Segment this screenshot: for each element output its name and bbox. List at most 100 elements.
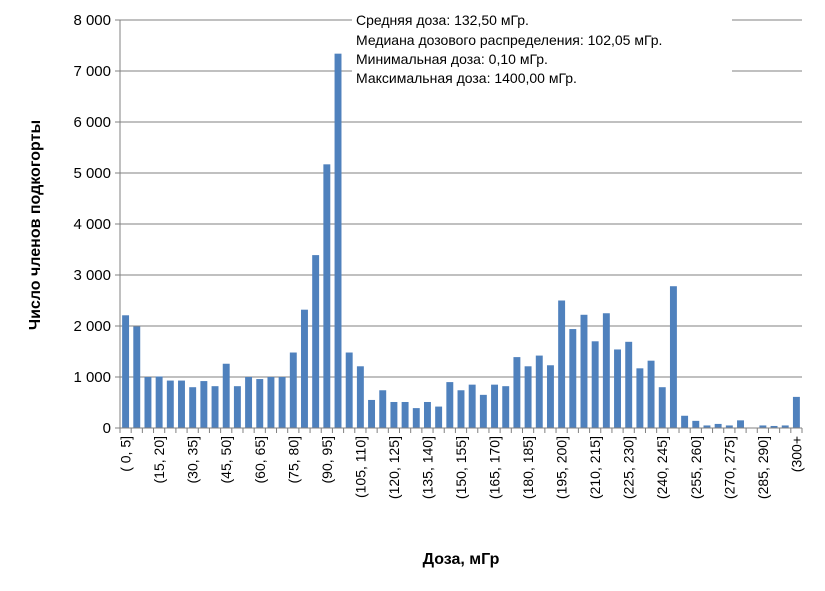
bar xyxy=(792,396,800,428)
bar xyxy=(714,423,722,428)
y-tick-label: 5 000 xyxy=(73,165,111,182)
bar xyxy=(390,401,398,428)
bar xyxy=(133,326,141,428)
bars xyxy=(122,53,800,428)
x-tick-label: ( 0, 5] xyxy=(118,436,134,472)
x-tick-label: (270, 275] xyxy=(721,436,737,499)
x-tick-label: (15, 20] xyxy=(151,436,167,483)
bar xyxy=(614,349,621,428)
bar xyxy=(256,379,264,428)
bar xyxy=(278,377,286,428)
bar xyxy=(591,341,599,428)
bar xyxy=(267,377,275,428)
x-tick-label: (165, 170] xyxy=(487,436,503,499)
y-tick-label: 7 000 xyxy=(73,63,111,80)
bar xyxy=(513,357,521,428)
x-tick-label: (75, 80] xyxy=(285,436,301,483)
bar xyxy=(356,366,364,428)
x-tick-label: (285, 290] xyxy=(755,436,771,499)
bar xyxy=(703,425,711,428)
x-tick-label: (105, 110] xyxy=(352,436,368,498)
bar xyxy=(323,164,331,428)
y-tick-label: 0 xyxy=(103,420,111,437)
bar xyxy=(770,425,778,428)
x-tick-label: (255, 260] xyxy=(688,436,704,499)
y-tick-label: 4 000 xyxy=(73,216,111,233)
bar xyxy=(122,315,130,428)
bar xyxy=(233,386,241,428)
annotation-median: Медиана дозового распределения: 102,05 м… xyxy=(356,32,662,48)
x-tick-label: (120, 125] xyxy=(386,436,402,499)
bar xyxy=(245,377,253,428)
bar xyxy=(625,341,633,428)
bar xyxy=(178,380,185,428)
bar xyxy=(725,425,733,428)
bar xyxy=(558,300,566,428)
x-tick-label: (135, 140] xyxy=(420,436,436,499)
bar xyxy=(479,394,487,428)
bar xyxy=(669,286,677,428)
bar xyxy=(546,365,554,428)
y-tick-label: 2 000 xyxy=(73,318,111,335)
bar xyxy=(166,380,174,428)
x-tick-label: (300+ xyxy=(788,436,804,472)
y-tick-label: 1 000 xyxy=(73,369,111,386)
bar xyxy=(312,255,320,428)
bar xyxy=(681,415,689,428)
x-tick-label: (150, 155] xyxy=(453,436,469,499)
bar xyxy=(435,406,443,428)
bar xyxy=(144,377,152,428)
bar xyxy=(211,386,219,428)
bar xyxy=(155,376,163,428)
bar xyxy=(602,313,610,428)
x-axis-title: Доза, мГр xyxy=(423,551,500,568)
bar xyxy=(334,53,342,428)
x-tick-label: (90, 95] xyxy=(319,436,335,483)
bar xyxy=(491,384,499,428)
y-tick-labels: 0 1 000 2 000 3 000 4 000 5 000 6 000 7 000 8 00… xyxy=(73,12,120,437)
bar xyxy=(658,387,666,428)
y-tick-label: 8 000 xyxy=(73,12,111,29)
bar xyxy=(468,384,476,428)
bar xyxy=(457,390,465,428)
y-tick-label: 6 000 xyxy=(73,114,111,131)
annotation-max: Максимальная доза: 1400,00 мГр. xyxy=(356,70,577,86)
bar xyxy=(379,390,387,428)
bar xyxy=(647,360,655,428)
bar xyxy=(759,425,767,428)
bar xyxy=(412,408,420,428)
x-tick-label: (225, 230] xyxy=(621,436,637,499)
bar xyxy=(524,366,532,428)
bar xyxy=(569,329,577,428)
bar xyxy=(189,387,197,428)
bar xyxy=(368,399,376,428)
bar xyxy=(580,314,588,428)
y-tick-label: 3 000 xyxy=(73,267,111,284)
bar xyxy=(737,420,744,428)
bar xyxy=(222,363,230,428)
x-tick-label: (180, 185] xyxy=(520,436,536,499)
bar xyxy=(502,386,510,428)
bar xyxy=(401,401,409,428)
bar xyxy=(345,352,353,428)
bar xyxy=(200,381,208,428)
bar xyxy=(636,368,644,428)
bar xyxy=(692,420,700,428)
y-axis-title: Число членов подкогорты xyxy=(27,120,44,330)
annotation-background xyxy=(352,9,732,88)
x-tick-label: (30, 35] xyxy=(185,436,201,483)
statistics-annotation: Средняя доза: 132,50 мГр. Медиана дозово… xyxy=(352,9,732,88)
x-tick-label: (60, 65] xyxy=(252,436,268,483)
bar xyxy=(301,309,308,428)
annotation-mean: Средняя доза: 132,50 мГр. xyxy=(356,12,529,28)
bar xyxy=(446,382,454,428)
x-tick-label: (195, 200] xyxy=(554,436,570,499)
bar xyxy=(423,401,431,428)
x-tick-label: (240, 245] xyxy=(654,436,670,499)
gridlines xyxy=(120,19,802,378)
bar xyxy=(781,425,789,428)
annotation-min: Минимальная доза: 0,10 мГр. xyxy=(356,51,548,67)
bar xyxy=(289,352,297,428)
bar xyxy=(535,355,543,428)
